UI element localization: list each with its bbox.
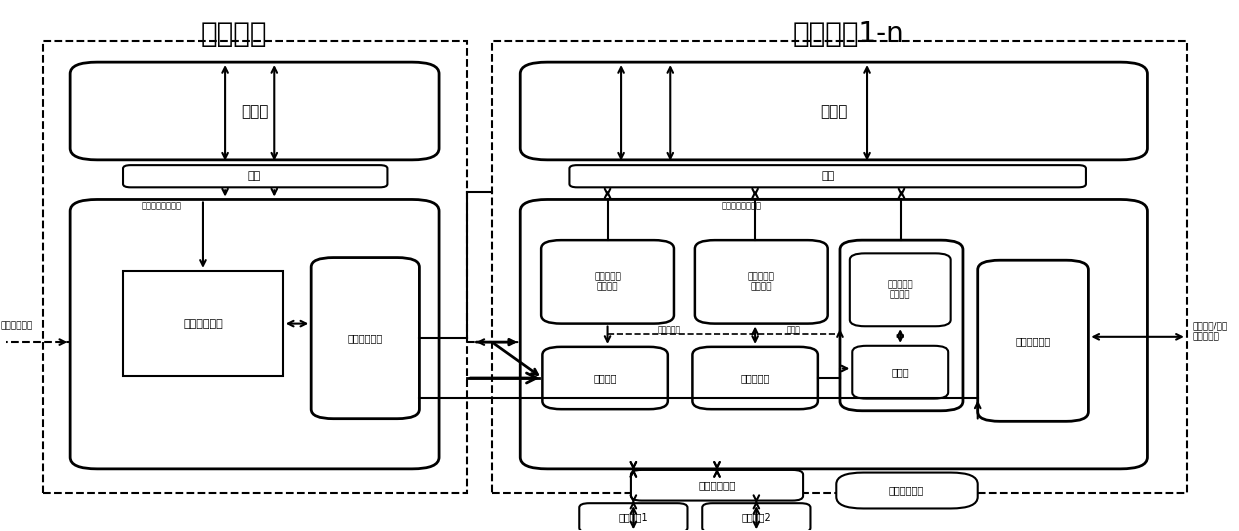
FancyBboxPatch shape: [695, 240, 828, 323]
Text: 驱动电机1: 驱动电机1: [618, 512, 648, 523]
Text: 其他驱动设备: 其他驱动设备: [888, 485, 924, 495]
Text: 外部输入信号: 外部输入信号: [0, 322, 32, 331]
Text: 寄存器: 寄存器: [891, 367, 909, 377]
Text: 片内总线通用接口: 片内总线通用接口: [141, 202, 181, 211]
FancyBboxPatch shape: [541, 240, 674, 323]
Text: 驱动: 驱动: [248, 171, 261, 181]
FancyBboxPatch shape: [840, 240, 963, 411]
FancyBboxPatch shape: [311, 258, 419, 418]
FancyBboxPatch shape: [570, 165, 1085, 187]
Bar: [492, 41, 1187, 493]
Bar: [43, 41, 467, 493]
FancyBboxPatch shape: [693, 347, 818, 409]
Text: 本地时钟单元: 本地时钟单元: [348, 333, 383, 344]
Text: 从控制器1-n: 从控制器1-n: [793, 20, 904, 48]
FancyBboxPatch shape: [71, 62, 439, 160]
Text: 报文传输处理: 报文传输处理: [183, 319, 223, 329]
Text: 脉宽宽度调
制控制器: 脉宽宽度调 制控制器: [748, 272, 774, 292]
FancyBboxPatch shape: [580, 503, 688, 531]
FancyBboxPatch shape: [543, 347, 668, 409]
FancyBboxPatch shape: [123, 165, 388, 187]
Text: 滤波单元: 滤波单元: [593, 373, 617, 383]
Text: 编码器位置: 编码器位置: [658, 326, 681, 335]
FancyBboxPatch shape: [852, 346, 948, 399]
Text: 片内总线通用接口: 片内总线通用接口: [721, 202, 762, 211]
FancyBboxPatch shape: [836, 473, 978, 509]
Bar: [123, 271, 282, 376]
FancyBboxPatch shape: [520, 62, 1147, 160]
FancyBboxPatch shape: [703, 503, 810, 531]
FancyBboxPatch shape: [631, 470, 803, 501]
Text: 第一可编程
单元阵列: 第一可编程 单元阵列: [887, 280, 913, 299]
Text: 驱动电路2: 驱动电路2: [741, 512, 771, 523]
Text: 处理器: 处理器: [820, 104, 847, 119]
Text: 时间戳: 时间戳: [787, 326, 800, 335]
FancyBboxPatch shape: [520, 200, 1147, 469]
FancyBboxPatch shape: [850, 253, 950, 326]
Text: 主控制器: 主控制器: [201, 20, 266, 48]
Text: 硬件驱动电路: 硬件驱动电路: [699, 480, 736, 490]
FancyBboxPatch shape: [978, 260, 1088, 421]
Text: 驱动: 驱动: [821, 171, 834, 181]
Text: 第二可编程
单元阵列: 第二可编程 单元阵列: [595, 272, 621, 292]
Text: 处理器: 处理器: [240, 104, 269, 119]
FancyBboxPatch shape: [71, 200, 439, 469]
Text: 本地时钟单元: 本地时钟单元: [1016, 336, 1051, 346]
Text: 同步机制/实时
以太网报文: 同步机制/实时 以太网报文: [1193, 322, 1228, 341]
Text: 编码器单元: 编码器单元: [741, 373, 769, 383]
